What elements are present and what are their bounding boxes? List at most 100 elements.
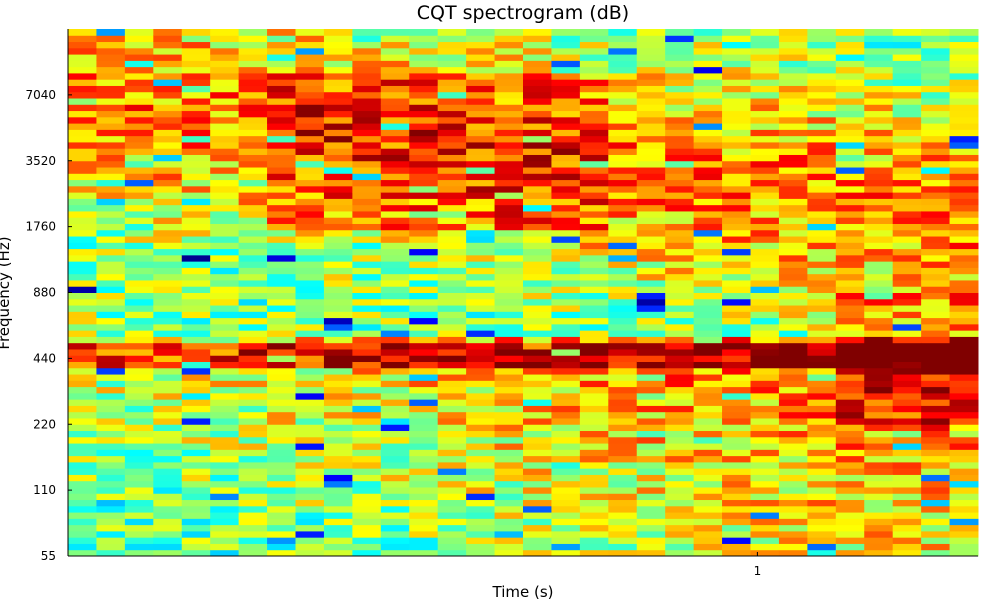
heatmap-cell [949,330,979,337]
heatmap-cell [380,179,410,187]
heatmap-cell [579,305,609,312]
heatmap-cell [551,135,581,143]
heatmap-cell [494,449,524,457]
heatmap-cell [68,261,97,268]
heatmap-cell [352,41,382,49]
heatmap-cell [778,135,808,143]
heatmap-cell [864,480,894,488]
heatmap-cell [835,192,865,199]
heatmap-cell [750,380,780,388]
heatmap-cell [608,367,638,375]
heatmap-cell [96,54,126,61]
heatmap-cell [267,480,296,488]
heatmap-cell [608,499,638,507]
heatmap-cell [921,499,951,507]
heatmap-cell [153,461,183,469]
heatmap-cell [267,204,296,212]
heatmap-cell [608,242,638,250]
heatmap-cell [551,311,581,319]
heatmap-cell [380,298,410,306]
heatmap-cell [210,185,240,193]
heatmap-cell [778,443,808,450]
heatmap-cell [124,204,154,212]
heatmap-cell [807,267,837,275]
heatmap-cell [124,461,154,469]
heatmap-cell [210,298,240,306]
heatmap-cell [153,185,183,193]
heatmap-cell [693,380,723,388]
heatmap-cell [323,543,353,551]
heatmap-cell [124,54,154,61]
heatmap-cell [693,505,723,513]
heatmap-cell [807,367,837,375]
heatmap-cell [722,54,751,61]
heatmap-cell [466,436,496,444]
heatmap-cell [949,54,979,61]
heatmap-cell [267,348,296,356]
heatmap-cell [153,380,183,388]
heatmap-cell [579,317,609,325]
heatmap-cell [892,499,922,507]
heatmap-cell [722,198,751,206]
heatmap-cell [352,141,382,149]
heatmap-cell [608,261,638,268]
heatmap-cell [124,141,154,149]
heatmap-cell [835,261,865,268]
heatmap-cell [466,129,496,137]
heatmap-cell [124,518,154,526]
heatmap-cell [409,286,439,293]
heatmap-cell [124,480,154,488]
heatmap-cell [181,549,211,557]
heatmap-cell [96,192,126,199]
heatmap-cell [323,486,353,494]
heatmap-cell [579,537,609,544]
heatmap-cell [778,72,808,80]
heatmap-cell [722,323,751,331]
heatmap-cell [722,424,751,432]
heatmap-cell [437,392,467,400]
heatmap-cell [949,198,979,206]
heatmap-cell [551,154,581,162]
heatmap-cell [181,499,211,507]
heatmap-cell [835,449,865,457]
heatmap-cell [835,348,865,356]
heatmap-cell [949,167,979,174]
heatmap-cell [352,399,382,406]
heatmap-cell [267,499,296,507]
heatmap-cell [892,292,922,300]
heatmap-cell [238,41,268,49]
heatmap-cell [835,455,865,463]
heatmap-cell [523,430,552,438]
heatmap-cell [352,273,382,281]
heatmap-cell [864,305,894,312]
heatmap-cell [210,292,240,300]
heatmap-cell [323,210,353,218]
heatmap-cell [608,549,638,557]
heatmap-cell [579,229,609,237]
heatmap-cell [608,198,638,206]
heatmap-cell [466,148,496,155]
heatmap-cell [636,236,666,243]
heatmap-cell [636,261,666,268]
heatmap-cell [807,41,837,49]
heatmap-cell [665,279,695,287]
heatmap-cell [352,537,382,544]
heatmap-cell [636,229,666,237]
heatmap-cell [238,148,268,155]
heatmap-cell [778,549,808,557]
heatmap-cell [352,267,382,275]
heatmap-cell [949,210,979,218]
heatmap-cell [523,380,552,388]
heatmap-cell [380,185,410,193]
heatmap-cell [124,110,154,118]
heatmap-cell [864,549,894,557]
heatmap-cell [210,524,240,532]
heatmap-cell [807,154,837,162]
heatmap-cell [636,486,666,494]
heatmap-cell [807,386,837,394]
heatmap-cell [835,35,865,43]
heatmap-cell [722,461,751,469]
heatmap-cell [608,160,638,168]
heatmap-cell [949,66,979,74]
heatmap-cell [807,399,837,406]
